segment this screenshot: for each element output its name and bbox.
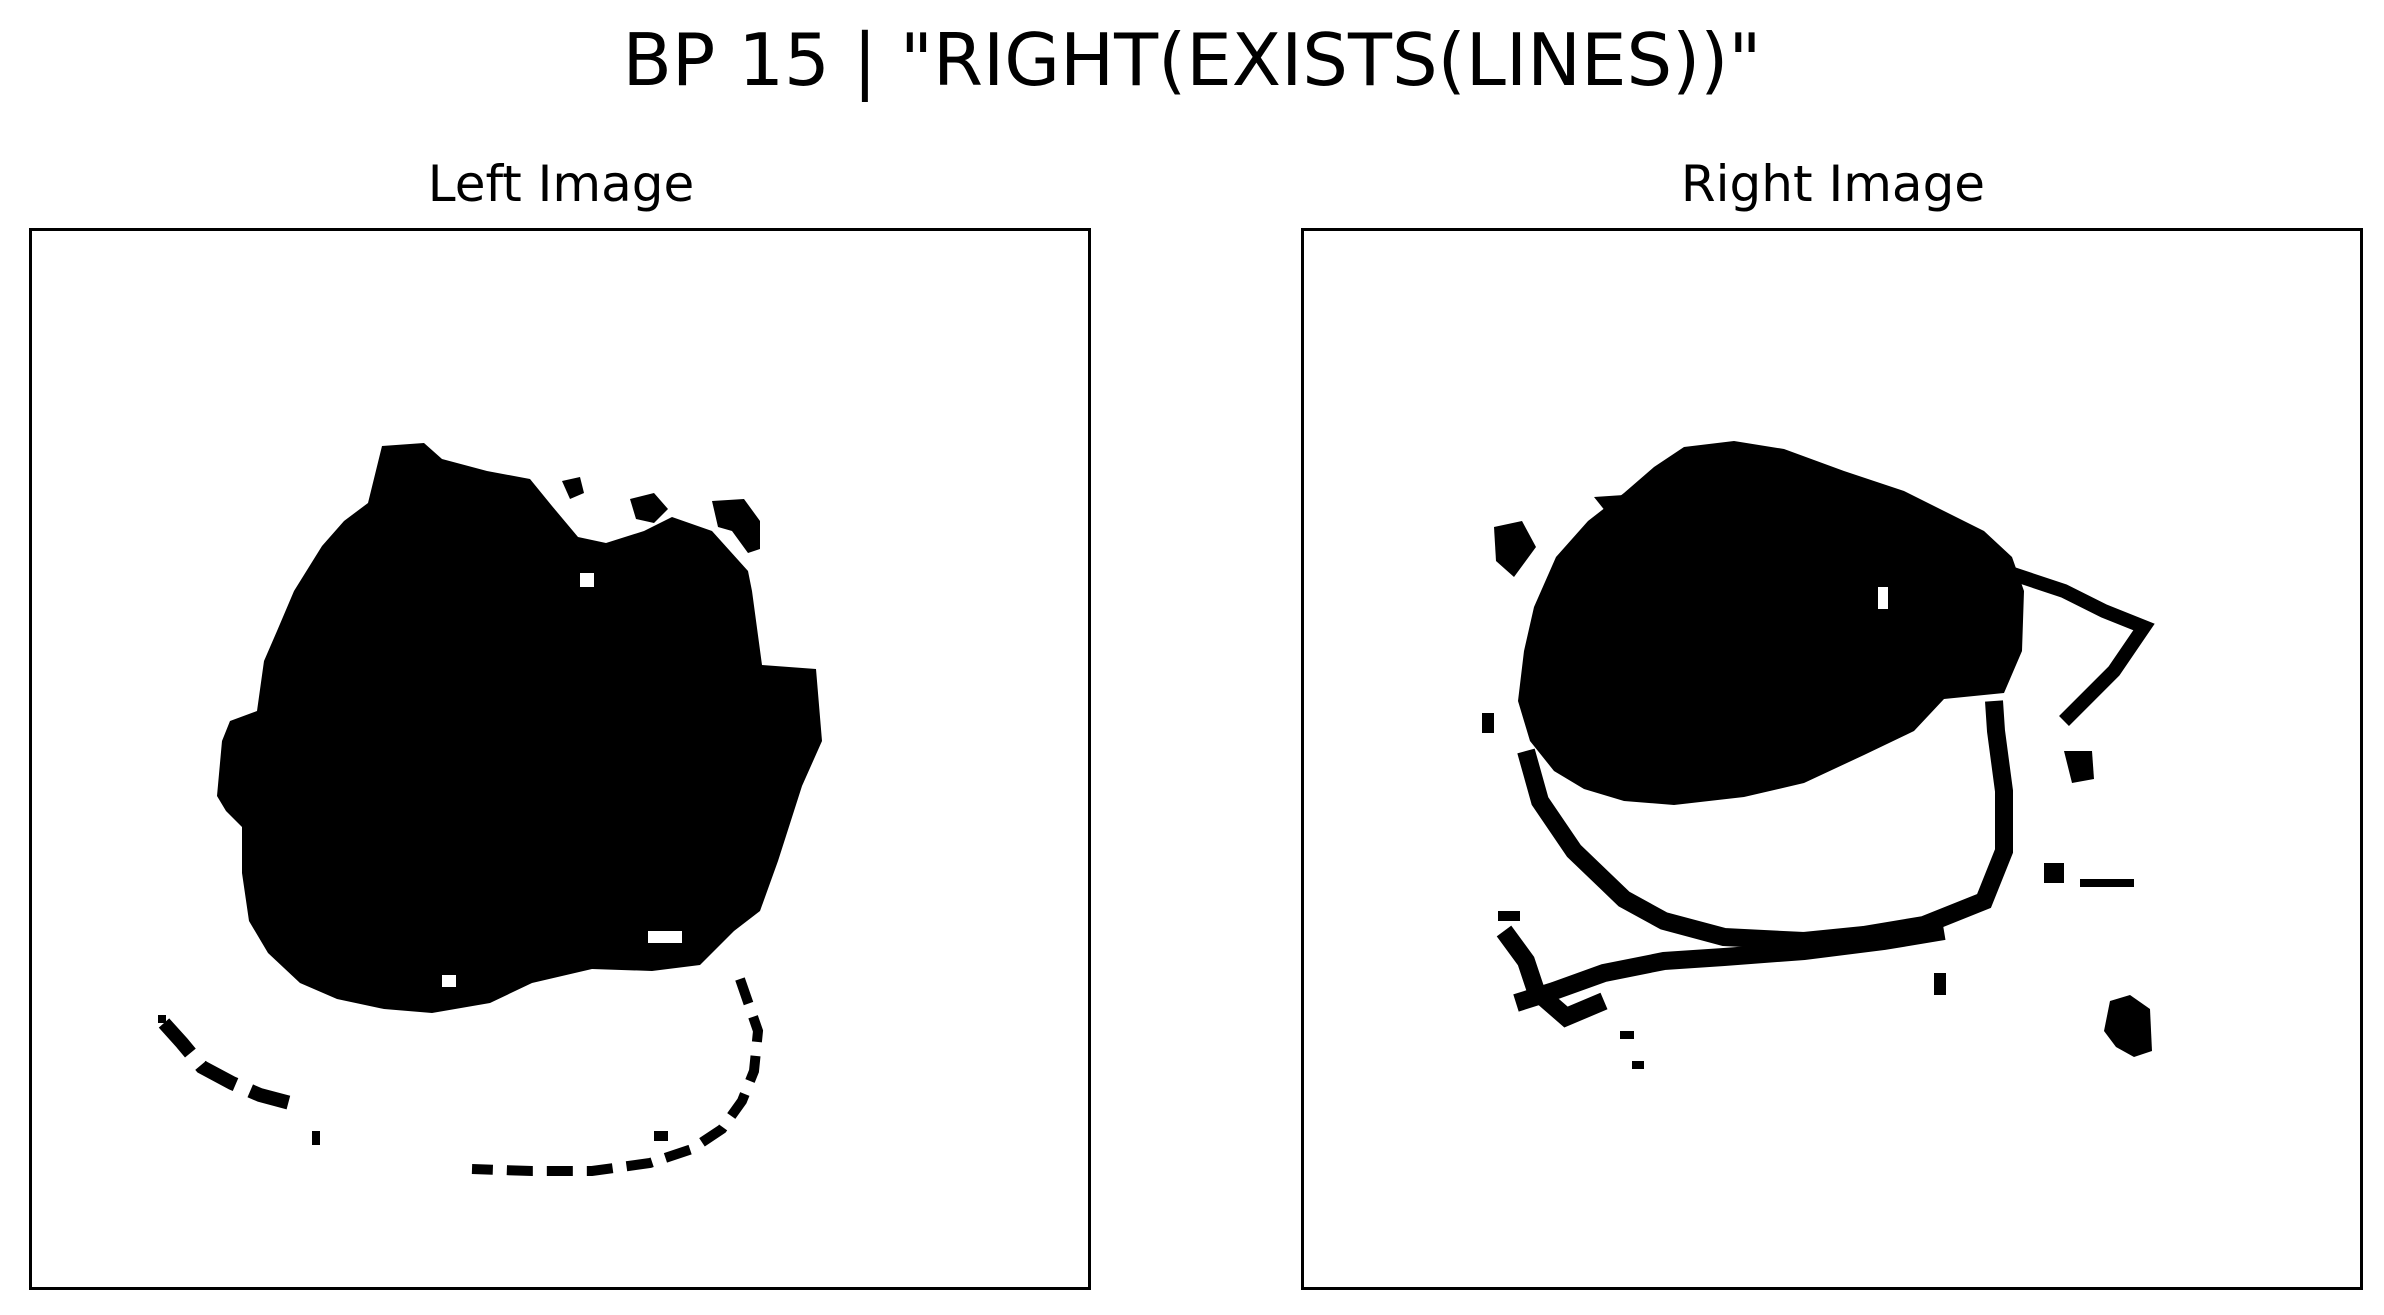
left-blob-image (158, 443, 822, 1176)
right-fleck (1620, 1031, 1634, 1039)
right-fleck (1494, 521, 1536, 577)
left-hole (648, 931, 682, 943)
right-loop-outline (1517, 700, 2013, 951)
left-image-title: Left Image (427, 155, 695, 213)
left-speck (630, 493, 668, 523)
right-short-line (2080, 879, 2134, 887)
left-speck (712, 499, 760, 553)
right-fleck (1632, 1061, 1644, 1069)
right-fleck (1934, 973, 1946, 995)
right-bottom-line (1513, 922, 1946, 1012)
right-image-title: Right Image (1680, 155, 1986, 213)
left-speck (562, 477, 584, 499)
right-lower-left-stroke (1496, 925, 1608, 1028)
right-fleck (1498, 911, 1520, 921)
left-speck (158, 1015, 166, 1023)
left-hole (216, 827, 228, 843)
left-speck (312, 1131, 320, 1145)
left-speck (654, 1131, 668, 1141)
right-small-blob (2104, 995, 2152, 1057)
right-fleck (2064, 751, 2094, 783)
right-fleck (2044, 863, 2064, 883)
left-hole (580, 573, 594, 587)
figure-title: BP 15 | "RIGHT(EXISTS(LINES))" (622, 18, 1762, 102)
right-image-panel (1301, 228, 2363, 1290)
right-arm-lines (2001, 564, 2155, 726)
left-lower-loop (471, 977, 764, 1176)
right-fleck (1482, 713, 1494, 733)
left-image-panel (29, 228, 1091, 1290)
right-filled-blob (1518, 441, 2024, 805)
left-filled-blob (217, 443, 822, 1013)
right-blob-image (1482, 441, 2155, 1069)
left-lower-left-stroke (158, 1018, 292, 1110)
right-fleck (1594, 495, 1634, 517)
left-hole (442, 975, 456, 987)
right-hole (1878, 587, 1888, 609)
